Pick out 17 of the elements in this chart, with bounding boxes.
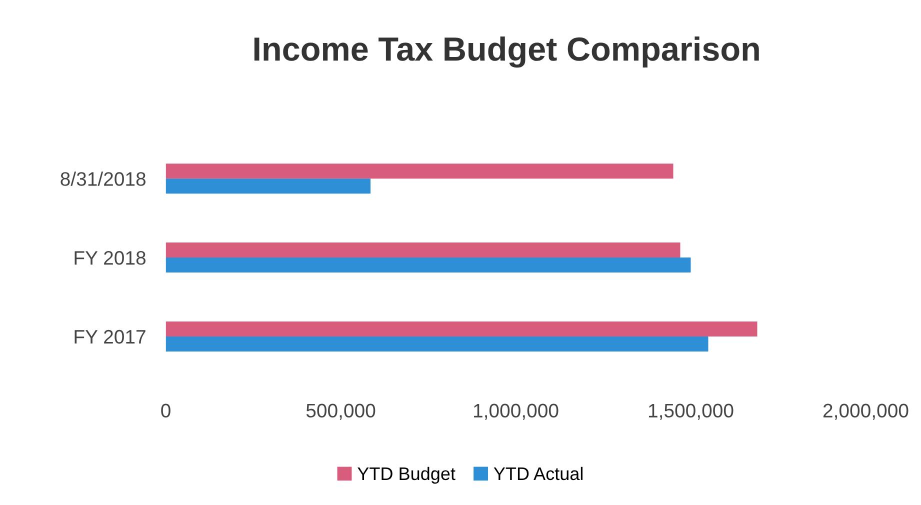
chart-title: Income Tax Budget Comparison <box>254 36 759 68</box>
x-tick-label: 2,000,000 <box>823 404 908 420</box>
y-tick-label: 8/31/2018 <box>60 172 146 186</box>
bar <box>166 321 758 336</box>
bar <box>166 242 680 258</box>
bar <box>166 178 371 194</box>
legend-label: YTD Actual <box>494 466 583 480</box>
bar <box>166 164 674 179</box>
y-tick-label: FY 2018 <box>74 251 146 265</box>
x-tick-label: 1,500,000 <box>648 404 734 420</box>
x-tick-label: 0 <box>161 404 170 418</box>
y-tick-label: FY 2017 <box>74 330 146 344</box>
bar <box>166 336 708 352</box>
x-tick-label: 1,000,000 <box>474 404 558 420</box>
x-tick-label: 500,000 <box>306 404 376 420</box>
legend-label: YTD Budget <box>358 466 456 484</box>
bar <box>166 258 691 273</box>
